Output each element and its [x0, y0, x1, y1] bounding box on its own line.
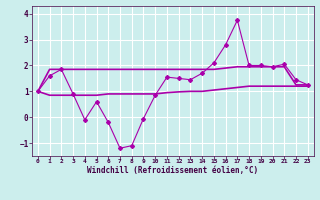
X-axis label: Windchill (Refroidissement éolien,°C): Windchill (Refroidissement éolien,°C) — [87, 166, 258, 175]
